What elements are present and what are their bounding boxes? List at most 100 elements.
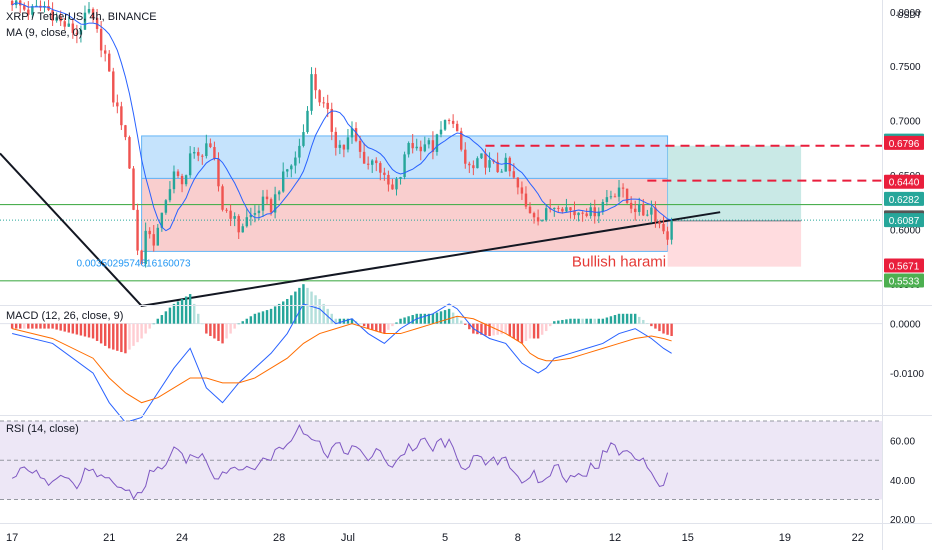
candle xyxy=(540,219,544,222)
candle xyxy=(83,5,87,31)
candle-body xyxy=(71,23,75,33)
rsi-tick-label: 40.00 xyxy=(890,476,915,487)
candle-body xyxy=(346,137,350,150)
candle-body xyxy=(233,216,236,219)
candle-body xyxy=(23,5,26,10)
candle xyxy=(35,0,38,7)
price-label: 0.5533 xyxy=(884,273,924,288)
candle-body xyxy=(338,144,342,148)
macd-histogram-bar xyxy=(188,294,192,324)
macd-histogram-bar xyxy=(447,308,451,324)
candle-body xyxy=(253,213,257,215)
macd-histogram-bar xyxy=(557,320,560,324)
ma-legend[interactable]: MA (9, close, 0) xyxy=(6,27,82,39)
candle-body xyxy=(221,186,224,210)
macd-histogram-bar xyxy=(19,323,22,329)
price-pane[interactable]: 0.0035029574616160073 Bullish harami xyxy=(0,0,882,307)
candle xyxy=(625,188,629,205)
signal-line xyxy=(12,315,672,404)
macd-histogram-bar xyxy=(613,315,617,324)
price-label-text: 0.6087 xyxy=(889,216,920,227)
time-tick-label: 17 xyxy=(6,532,18,544)
macd-histogram-bar xyxy=(617,313,621,324)
macd-histogram-bar xyxy=(99,323,103,344)
candle-body xyxy=(399,177,402,179)
candle-body xyxy=(500,171,503,173)
macd-histogram-bar xyxy=(140,323,143,339)
rsi-legend[interactable]: RSI (14, close) xyxy=(6,423,79,435)
candle xyxy=(439,121,443,138)
candle xyxy=(116,94,119,114)
macd-histogram-bar xyxy=(350,318,354,324)
candle-body xyxy=(553,207,556,209)
macd-histogram-bar xyxy=(35,323,38,329)
candle xyxy=(273,186,277,219)
candle-body xyxy=(192,152,196,154)
candle-body xyxy=(391,184,394,190)
candle-body xyxy=(472,165,475,169)
macd-histogram-bar xyxy=(164,311,168,324)
candle-body xyxy=(342,144,346,150)
macd-histogram-bar xyxy=(116,323,119,351)
candle xyxy=(536,209,540,226)
candle xyxy=(269,197,273,216)
candle-body xyxy=(10,0,14,6)
symbol-title[interactable]: XRP / TetherUS, 4h, BINANCE xyxy=(6,11,157,23)
price-tick-label: 0.6000 xyxy=(890,226,921,237)
candle xyxy=(609,190,613,200)
candle xyxy=(621,183,625,198)
price-label-bg xyxy=(884,213,924,228)
candle xyxy=(168,181,172,203)
macd-histogram-bar xyxy=(540,323,544,335)
macd-histogram-bar xyxy=(160,315,164,324)
candle-body xyxy=(512,171,516,178)
macd-histogram-bar xyxy=(371,323,374,330)
candle-body xyxy=(536,217,540,222)
candle-body xyxy=(112,71,115,103)
candle-body xyxy=(496,161,499,173)
macd-histogram-bar xyxy=(205,323,208,334)
time-tick-label: 22 xyxy=(852,532,864,544)
macd-histogram-bar xyxy=(310,291,313,324)
candle xyxy=(565,198,568,213)
macd-histogram-bar xyxy=(281,301,285,324)
candle-body xyxy=(47,6,50,11)
macd-histogram-bar xyxy=(399,318,402,324)
candle-body xyxy=(395,178,398,190)
macd-histogram-bar xyxy=(249,316,253,324)
macd-histogram-bar xyxy=(460,320,463,324)
candle-body xyxy=(383,172,386,175)
macd-histogram-bar xyxy=(379,323,382,333)
macd-histogram-bar xyxy=(148,323,151,329)
macd-histogram-bar xyxy=(650,323,653,327)
candle xyxy=(334,127,338,156)
candle-body xyxy=(128,137,131,169)
candle xyxy=(613,193,617,198)
candle xyxy=(103,44,107,62)
candle xyxy=(666,226,669,246)
candle xyxy=(431,131,435,160)
candle-body xyxy=(205,143,208,157)
candle xyxy=(261,190,265,217)
candle-body xyxy=(379,163,382,173)
candle xyxy=(164,199,168,215)
price-label-text: 0.5533 xyxy=(889,276,920,287)
macd-legend[interactable]: MACD (12, 26, close, 9) xyxy=(6,310,123,322)
macd-histogram-bar xyxy=(241,321,244,324)
macd-histogram-bar xyxy=(597,318,601,324)
candle-body xyxy=(184,175,188,185)
price-label: 0.5671 xyxy=(884,258,924,273)
candle xyxy=(205,134,208,159)
candle xyxy=(213,141,216,161)
candle-body xyxy=(658,221,661,224)
candle xyxy=(160,212,164,232)
candle-body xyxy=(277,191,281,195)
macd-histogram-bar xyxy=(431,313,435,324)
candle-body xyxy=(257,210,261,214)
macd-histogram-bar xyxy=(237,323,240,325)
candle-body xyxy=(237,216,240,233)
candle xyxy=(500,168,503,173)
macd-histogram-bar xyxy=(407,316,410,324)
candle xyxy=(419,140,422,161)
